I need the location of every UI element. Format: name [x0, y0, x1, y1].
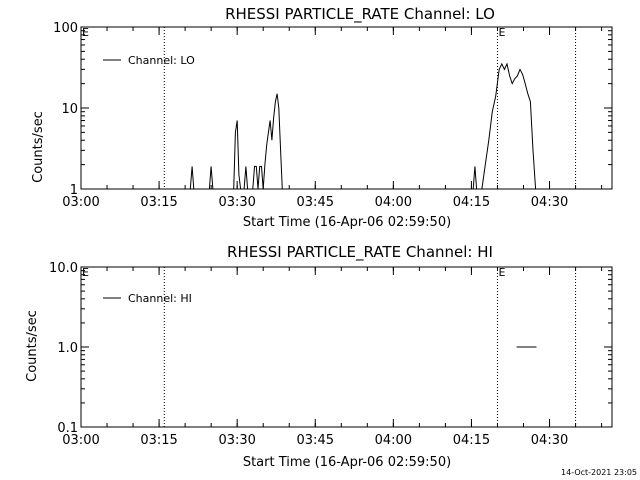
y-tick-label: 10.0 [49, 261, 78, 276]
x-tick-label: 04:15 [453, 433, 490, 448]
x-tick-label: 03:45 [297, 195, 334, 210]
legend: Channel: HI [103, 292, 192, 305]
x-tick-label: 03:15 [140, 195, 177, 210]
x-axis-label: Start Time (16-Apr-06 02:59:50) [243, 215, 451, 230]
chart-title: RHESSI PARTICLE_RATE Channel: HI [227, 243, 493, 262]
marker-label: E [82, 26, 89, 39]
chart-title: RHESSI PARTICLE_RATE Channel: LO [225, 5, 495, 24]
marker-label: E [498, 266, 505, 279]
y-tick-label: 0.1 [57, 421, 78, 436]
series-group [189, 62, 537, 190]
plot-frame [80, 26, 613, 190]
x-tick-label: 03:45 [297, 433, 334, 448]
y-tick-label: 10 [61, 102, 78, 117]
panel-hi: RHESSI PARTICLE_RATE Channel: HI Counts/… [25, 243, 613, 470]
axis-ticks: 03:00 03:15 03:30 03:45 04:00 04:15 04:30 0.1 1.… [49, 261, 612, 448]
y-tick-label: 100 [53, 21, 78, 36]
x-tick-label: 03:30 [218, 433, 255, 448]
marker-label: E [498, 26, 505, 39]
x-tick-label: 03:00 [62, 433, 99, 448]
x-tick-label: 04:30 [531, 433, 568, 448]
legend-entry: Channel: HI [128, 292, 192, 305]
x-tick-label: 03:15 [140, 433, 177, 448]
axis-ticks: 03:00 03:15 03:30 03:45 04:00 04:15 04:30 1 10 10… [53, 21, 612, 210]
plot-frame [80, 266, 613, 428]
legend: Channel: LO [103, 54, 195, 67]
y-axis-label: Counts/sec [25, 310, 40, 382]
y-tick-label: 1 [70, 183, 78, 198]
x-tick-label: 04:15 [453, 195, 490, 210]
x-tick-label: 03:30 [218, 195, 255, 210]
legend-entry: Channel: LO [128, 54, 195, 67]
x-tick-label: 03:00 [62, 195, 99, 210]
x-tick-label: 04:00 [375, 195, 412, 210]
panel-lo: RHESSI PARTICLE_RATE Channel: LO Counts/… [31, 5, 613, 230]
series-line [189, 62, 537, 190]
y-tick-label: 1.0 [57, 341, 78, 356]
x-axis-label: Start Time (16-Apr-06 02:59:50) [243, 455, 451, 470]
x-tick-label: 04:30 [531, 195, 568, 210]
marker-label: E [82, 266, 89, 279]
footer-timestamp: 14-Oct-2021 23:05 [561, 468, 637, 477]
y-axis-label: Counts/sec [31, 111, 46, 183]
x-tick-label: 04:00 [375, 433, 412, 448]
